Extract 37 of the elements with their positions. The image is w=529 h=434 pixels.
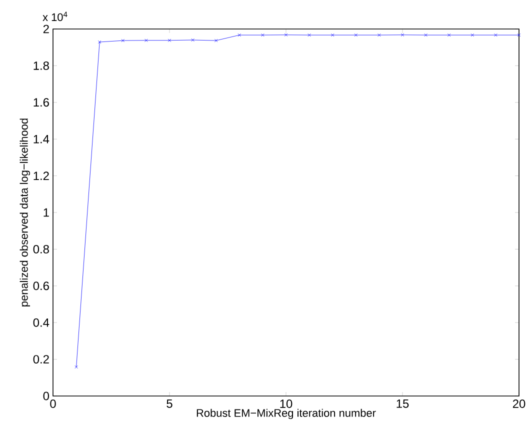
point bbox=[168, 38, 172, 42]
point bbox=[470, 33, 474, 37]
y-tick-label: 1.2 bbox=[34, 172, 49, 180]
x-tick-label: 0 bbox=[50, 400, 56, 408]
point bbox=[378, 33, 381, 37]
point bbox=[214, 38, 218, 42]
point bbox=[284, 33, 288, 36]
y-axis-title: penalized observed data log−likelihood bbox=[20, 118, 30, 306]
y-tick-label: 0.4 bbox=[33, 318, 50, 327]
point bbox=[354, 33, 358, 37]
point bbox=[447, 33, 451, 37]
x-tick-label: 20 bbox=[512, 400, 526, 408]
point bbox=[144, 38, 148, 42]
x-tick-label: 5 bbox=[166, 400, 172, 408]
point bbox=[424, 33, 428, 37]
text: x 10$^{4}$ bbox=[42, 12, 68, 22]
point bbox=[400, 33, 404, 36]
point bbox=[98, 40, 102, 44]
y-tick-label: 0 bbox=[43, 392, 50, 400]
y-tick-label: 0.2 bbox=[33, 355, 49, 364]
y-tick-label: 1.8 bbox=[34, 61, 49, 70]
point bbox=[330, 33, 334, 37]
point bbox=[121, 38, 125, 42]
x-axis-title: Robust EM−MixReg iteration number bbox=[196, 408, 376, 420]
y-tick-label: 0.6 bbox=[33, 282, 49, 290]
point bbox=[261, 33, 264, 37]
y-tick-label: 1 bbox=[44, 208, 49, 217]
point bbox=[308, 33, 311, 37]
x-tick-label: 15 bbox=[396, 400, 409, 408]
y-tick-label: 1.6 bbox=[34, 98, 49, 107]
point bbox=[191, 38, 194, 42]
x-tick-label: 10 bbox=[280, 400, 292, 408]
y-tick-label: 0.8 bbox=[33, 244, 49, 254]
y-tick-label: 1.4 bbox=[34, 134, 50, 144]
point bbox=[494, 33, 498, 37]
point bbox=[238, 33, 242, 37]
y-tick-label: 2 bbox=[43, 24, 49, 34]
